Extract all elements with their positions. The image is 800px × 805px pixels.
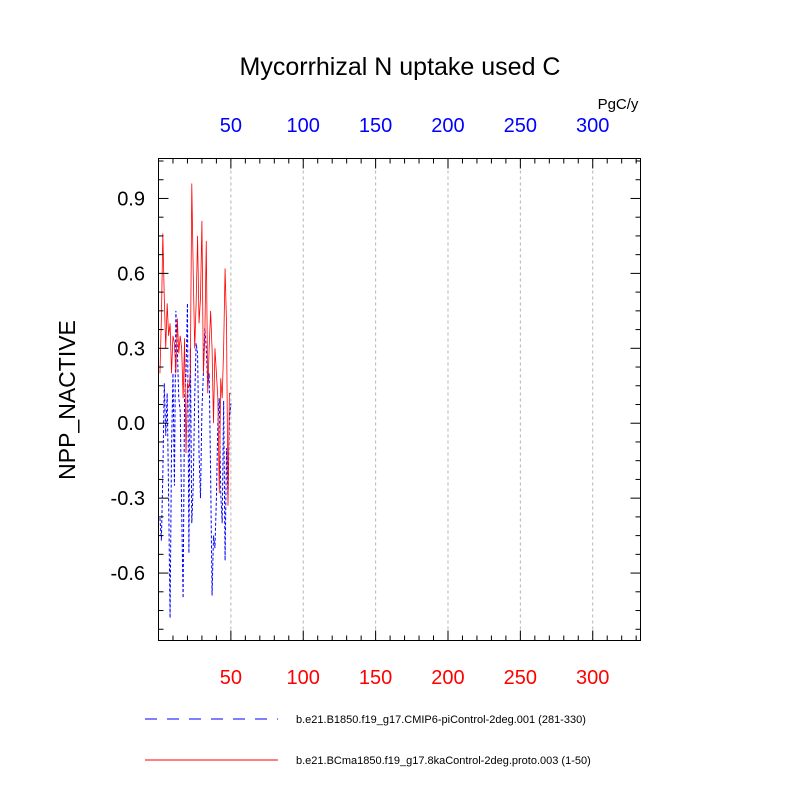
- legend: b.e21.B1850.f19_g17.CMIP6-piControl-2deg…: [145, 714, 591, 767]
- legend-label-0: b.e21.B1850.f19_g17.CMIP6-piControl-2deg…: [296, 714, 586, 726]
- x-tick-label-bottom-150: 150: [359, 667, 392, 689]
- x-tick-label-top-250: 250: [504, 115, 537, 137]
- axis-ticks: [158, 158, 641, 641]
- axis-tick-labels: 50 50 100 100 150 150 200 200 250 250 300 300 -0.6 -0…: [111, 115, 610, 689]
- y-tick-label-1: -0.3: [111, 488, 145, 510]
- y-tick-label-2: 0.0: [117, 413, 145, 435]
- x-tick-label-bottom-200: 200: [431, 667, 464, 689]
- x-tick-label-bottom-100: 100: [287, 667, 320, 689]
- x-tick-label-bottom-250: 250: [504, 667, 537, 689]
- units-label: PgC/y: [598, 96, 639, 113]
- x-tick-label-top-150: 150: [359, 115, 392, 137]
- series-line-1: [159, 183, 231, 506]
- series-line-0: [159, 303, 232, 619]
- plot-frame: [158, 158, 641, 641]
- x-tick-label-top-50: 50: [220, 115, 242, 137]
- y-tick-label-5: 0.9: [117, 188, 145, 210]
- x-tick-label-top-200: 200: [431, 115, 464, 137]
- data-series: [159, 183, 232, 619]
- x-tick-label-top-300: 300: [576, 115, 609, 137]
- y-tick-label-0: -0.6: [111, 563, 145, 585]
- grid-lines: [230, 158, 594, 641]
- y-tick-label-4: 0.6: [117, 263, 145, 285]
- x-tick-label-bottom-50: 50: [220, 667, 242, 689]
- x-tick-label-bottom-300: 300: [576, 667, 609, 689]
- y-axis-label: NPP_NACTIVE: [54, 320, 80, 480]
- chart-title: Mycorrhizal N uptake used C: [240, 53, 561, 81]
- y-tick-label-3: 0.3: [117, 338, 145, 360]
- x-tick-label-top-100: 100: [287, 115, 320, 137]
- legend-label-1: b.e21.BCma1850.f19_g17.8kaControl-2deg.p…: [296, 755, 591, 767]
